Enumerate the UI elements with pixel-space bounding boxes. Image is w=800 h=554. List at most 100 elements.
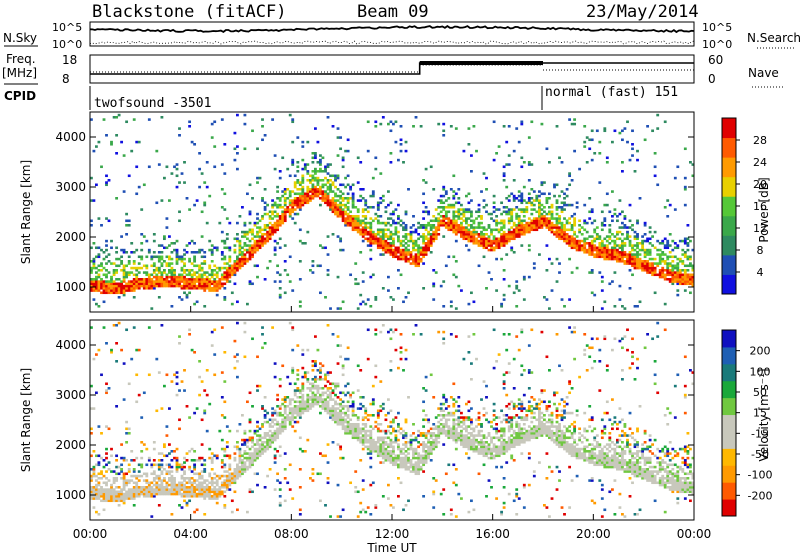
power-cell xyxy=(271,212,275,216)
power-cell xyxy=(349,215,353,218)
power-cell xyxy=(298,181,302,184)
velocity-cell xyxy=(261,407,264,410)
power-cell xyxy=(439,224,443,227)
power-cell xyxy=(256,246,259,250)
power-cell xyxy=(442,208,446,211)
power-cell xyxy=(243,244,247,247)
velocity-cell xyxy=(298,486,302,489)
velocity-cell xyxy=(256,454,259,458)
velocity-cell xyxy=(306,400,310,404)
velocity-cell xyxy=(200,483,204,487)
velocity-cell xyxy=(246,456,249,460)
power-cell xyxy=(548,226,551,229)
velocity-cell xyxy=(251,452,254,455)
power-cell xyxy=(616,244,619,247)
power-cell xyxy=(107,253,111,256)
power-cell xyxy=(321,190,325,193)
velocity-cell xyxy=(173,450,176,453)
power-cell xyxy=(590,244,594,247)
power-cell xyxy=(336,208,340,211)
velocity-cell xyxy=(228,456,232,460)
power-cell xyxy=(371,194,375,198)
velocity-cell xyxy=(132,470,136,473)
power-cell xyxy=(298,260,302,263)
power-cell xyxy=(414,230,418,234)
power-cell xyxy=(666,273,670,277)
power-cell xyxy=(180,284,184,288)
power-cell xyxy=(173,284,176,288)
velocity-cell xyxy=(127,495,131,498)
velocity-cell xyxy=(178,465,181,469)
power-cell xyxy=(120,269,124,272)
velocity-cell xyxy=(110,490,113,494)
power-cell xyxy=(376,237,380,241)
power-cell xyxy=(100,280,103,283)
velocity-cell xyxy=(361,418,365,422)
power-cell xyxy=(452,190,456,193)
power-cell xyxy=(278,280,282,283)
velocity-cell xyxy=(291,418,295,422)
power-cell xyxy=(402,253,405,256)
velocity-cell xyxy=(215,481,219,485)
power-cell xyxy=(132,280,136,283)
velocity-cell xyxy=(336,443,340,446)
velocity-cell xyxy=(326,387,330,390)
velocity-cell xyxy=(198,477,202,480)
power-cell xyxy=(590,242,594,245)
power-cell xyxy=(185,296,189,299)
power-cell xyxy=(92,260,96,263)
power-cell xyxy=(495,221,499,225)
power-cell xyxy=(105,282,108,286)
velocity-cell xyxy=(180,474,184,478)
velocity-cell xyxy=(326,407,330,410)
power-cell xyxy=(422,226,426,229)
power-cell xyxy=(631,273,634,277)
power-cell xyxy=(512,237,516,241)
power-cell xyxy=(145,280,149,283)
power-cell xyxy=(651,244,655,247)
power-cell xyxy=(387,235,390,238)
power-cell xyxy=(454,260,458,263)
power-cell xyxy=(110,143,113,146)
velocity-cell xyxy=(266,445,270,449)
velocity-cell xyxy=(404,461,408,464)
power-cell xyxy=(621,138,624,142)
power-cell xyxy=(376,230,380,234)
velocity-cell xyxy=(384,447,388,451)
power-cell xyxy=(444,210,448,214)
power-cell xyxy=(298,305,302,308)
power-cell xyxy=(520,230,524,234)
power-cell xyxy=(517,230,521,234)
power-cell xyxy=(611,255,614,259)
power-cell xyxy=(243,235,247,238)
power-cell xyxy=(517,289,521,292)
power-cell xyxy=(588,235,592,238)
velocity-cell xyxy=(208,474,212,478)
power-cell xyxy=(160,284,164,288)
power-cell xyxy=(271,206,275,209)
power-cell xyxy=(389,296,393,299)
power-cell xyxy=(135,165,139,169)
velocity-cell xyxy=(168,492,171,496)
velocity-cell xyxy=(356,438,360,442)
velocity-cell xyxy=(293,391,297,395)
power-cell xyxy=(522,226,526,229)
power-cell xyxy=(213,269,217,272)
power-cell xyxy=(550,289,554,292)
power-cell xyxy=(92,298,96,301)
power-cell xyxy=(258,246,262,250)
power-cell xyxy=(404,260,408,263)
power-cell xyxy=(545,212,549,216)
velocity-cell xyxy=(394,463,398,467)
velocity-cell xyxy=(208,495,212,498)
velocity-cell xyxy=(122,362,126,365)
velocity-cell xyxy=(298,447,302,451)
power-cell xyxy=(442,215,446,218)
velocity-cell xyxy=(203,389,207,392)
power-cell xyxy=(117,287,121,290)
velocity-cell xyxy=(198,488,202,491)
velocity-cell xyxy=(336,420,340,424)
velocity-cell xyxy=(147,488,151,491)
velocity-cell xyxy=(105,481,108,485)
velocity-cell xyxy=(213,486,217,489)
